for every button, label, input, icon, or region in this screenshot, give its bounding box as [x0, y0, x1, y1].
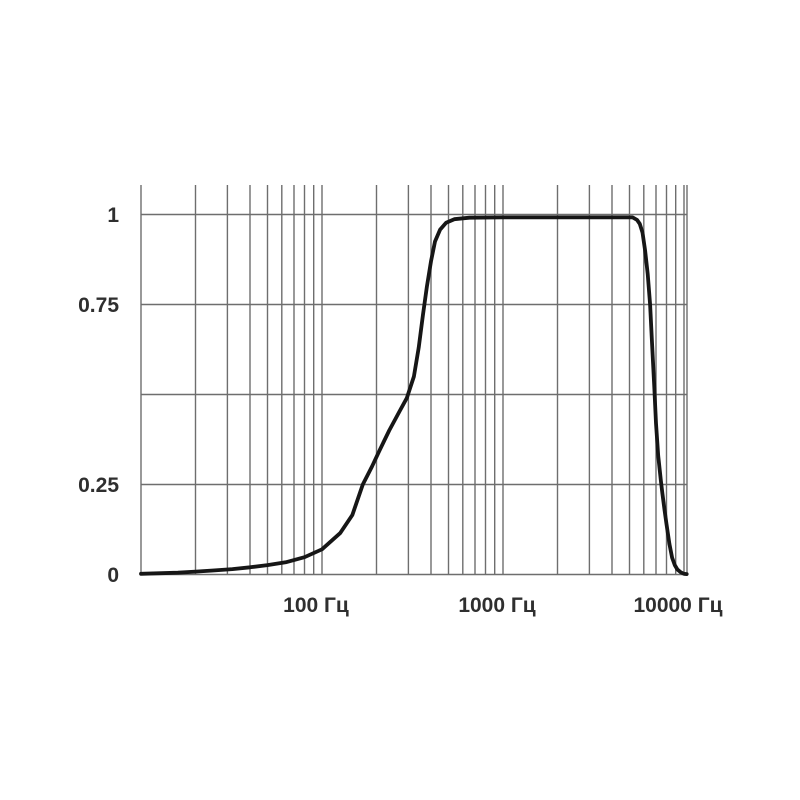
y-tick-label: 1 — [107, 204, 119, 227]
response-curve — [139, 215, 689, 576]
gridlines — [140, 185, 688, 576]
x-tick-label: 100 Гц — [283, 594, 349, 617]
y-tick-label: 0.25 — [78, 474, 119, 497]
x-tick-label: 10000 Гц — [633, 594, 722, 617]
axis-labels: 1 0.75 0.25 0 100 Гц 1000 Гц 10000 Гц — [78, 204, 722, 617]
x-tick-label: 1000 Гц — [458, 594, 535, 617]
y-tick-label: 0 — [107, 564, 119, 587]
y-tick-label: 0.75 — [78, 294, 119, 317]
